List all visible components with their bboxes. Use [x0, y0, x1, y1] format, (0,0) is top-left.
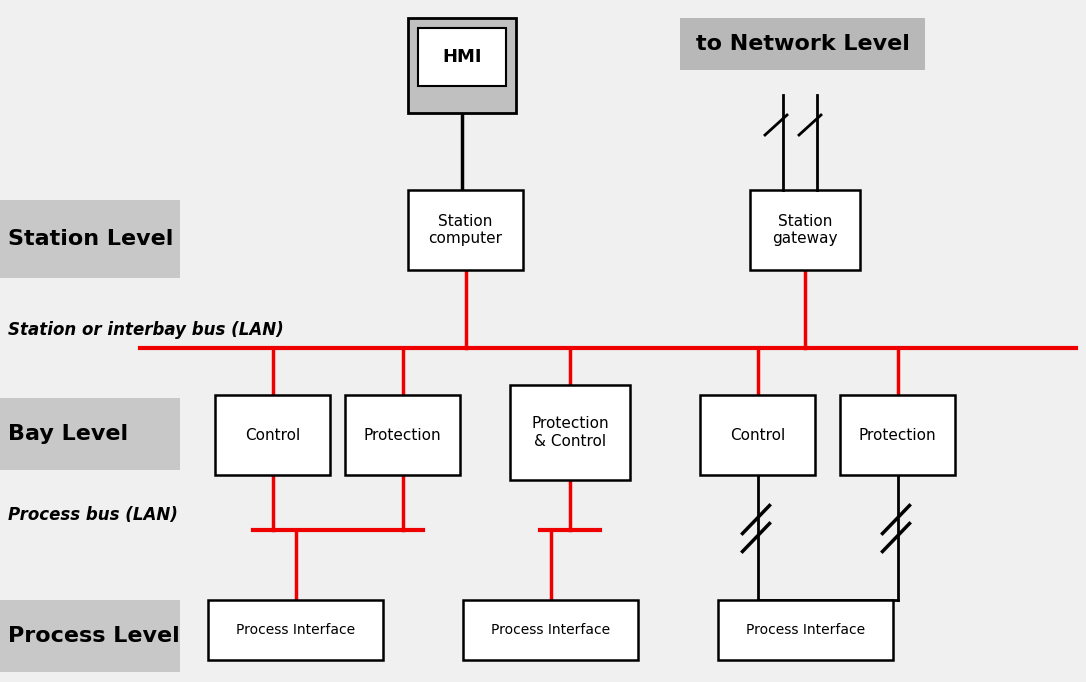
Bar: [408, 18, 516, 113]
Text: Protection
& Control: Protection & Control: [531, 416, 609, 449]
Bar: [418, 28, 506, 86]
Bar: [700, 395, 814, 475]
Text: Process Interface: Process Interface: [236, 623, 355, 637]
Bar: [839, 395, 955, 475]
Bar: [0, 200, 180, 278]
Text: HMI: HMI: [442, 48, 482, 66]
Text: Process bus (LAN): Process bus (LAN): [8, 506, 178, 524]
Bar: [345, 395, 460, 475]
Bar: [463, 600, 637, 660]
Bar: [510, 385, 630, 480]
Text: Station
computer: Station computer: [429, 213, 503, 246]
Bar: [209, 600, 383, 660]
Text: Station or interbay bus (LAN): Station or interbay bus (LAN): [8, 321, 283, 339]
Bar: [0, 600, 180, 672]
Text: Control: Control: [244, 428, 300, 443]
Text: Control: Control: [730, 428, 785, 443]
Bar: [680, 18, 925, 70]
Text: Bay Level: Bay Level: [8, 424, 128, 444]
Text: Process Level: Process Level: [8, 626, 180, 646]
Text: Protection: Protection: [364, 428, 441, 443]
Text: Protection: Protection: [859, 428, 936, 443]
Text: Station
gateway: Station gateway: [772, 213, 837, 246]
Text: to Network Level: to Network Level: [695, 34, 909, 54]
Text: Process Interface: Process Interface: [746, 623, 866, 637]
Text: Process Interface: Process Interface: [491, 623, 610, 637]
Bar: [750, 190, 860, 270]
Bar: [718, 600, 893, 660]
Bar: [408, 190, 523, 270]
Bar: [215, 395, 330, 475]
Bar: [0, 398, 180, 470]
Text: Station Level: Station Level: [8, 229, 174, 249]
